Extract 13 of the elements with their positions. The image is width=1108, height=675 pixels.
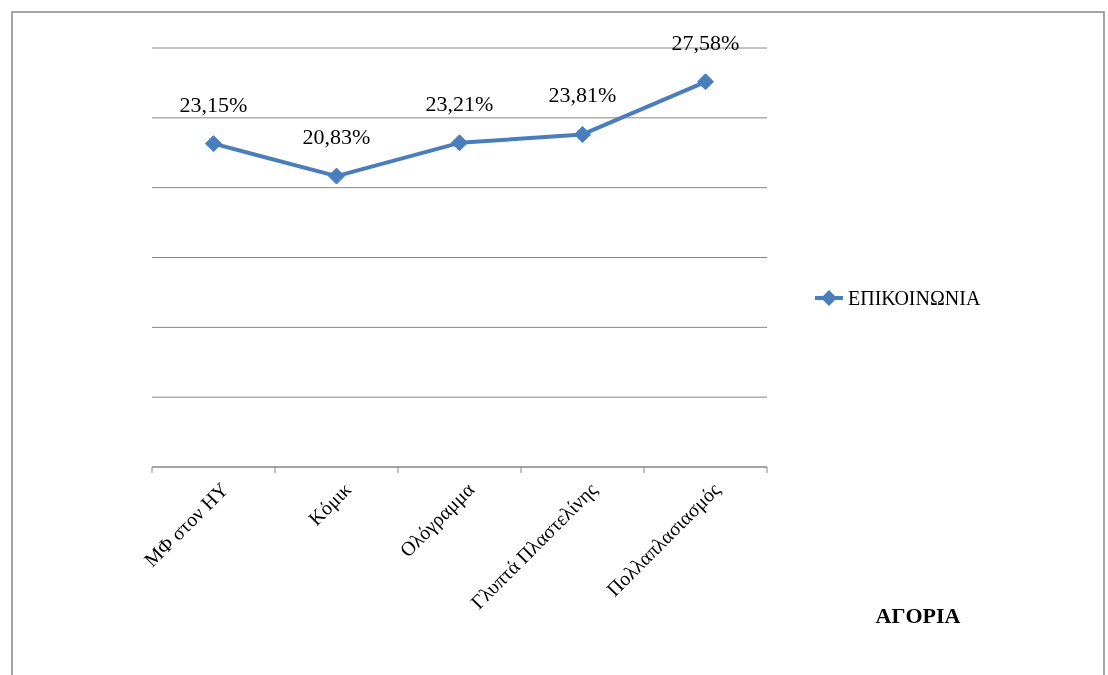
data-label: 27,58% bbox=[671, 29, 740, 55]
point bbox=[451, 134, 468, 152]
point bbox=[574, 125, 591, 143]
x-tick-label: ΜΦ στον ΗΥ bbox=[139, 478, 233, 571]
text: ΑΓΟΡΙΑ bbox=[875, 602, 961, 628]
legend-label: ΕΠΙΚΟΙΝΩΝΙΑ bbox=[848, 287, 981, 309]
point bbox=[328, 167, 345, 185]
data-label: 23,15% bbox=[179, 91, 248, 117]
data-label: 20,83% bbox=[302, 124, 371, 150]
data-label: 23,81% bbox=[548, 82, 617, 108]
data-label: 23,21% bbox=[425, 90, 494, 116]
point bbox=[205, 135, 222, 153]
point bbox=[697, 73, 714, 91]
